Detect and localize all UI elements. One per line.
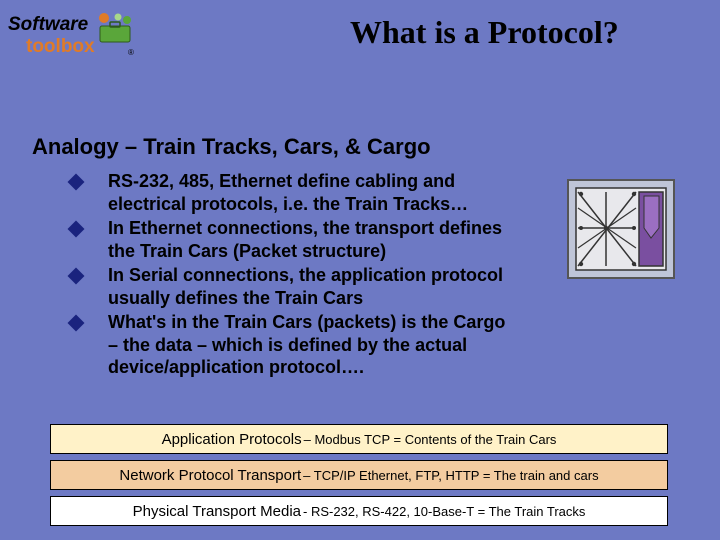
registered-mark: ® bbox=[128, 48, 134, 57]
bullet-diamond-icon bbox=[68, 268, 85, 285]
toolbox-icon bbox=[96, 12, 134, 46]
bullet-list: RS-232, 485, Ethernet define cabling and… bbox=[70, 170, 510, 381]
network-clipart-icon bbox=[566, 178, 676, 280]
layer-network: Network Protocol Transport – TCP/IP Ethe… bbox=[50, 460, 668, 490]
brand-logo: Software toolbox ® bbox=[8, 8, 178, 62]
list-item: In Ethernet connections, the transport d… bbox=[70, 217, 510, 262]
list-item: What's in the Train Cars (packets) is th… bbox=[70, 311, 510, 379]
layer-app-prefix: Application Protocols bbox=[162, 431, 302, 448]
list-item: In Serial connections, the application p… bbox=[70, 264, 510, 309]
logo-text-toolbox: toolbox bbox=[26, 36, 95, 58]
layer-phy-suffix: - RS-232, RS-422, 10-Base-T = The Train … bbox=[303, 504, 585, 519]
bullet-diamond-icon bbox=[68, 221, 85, 238]
bullet-text: What's in the Train Cars (packets) is th… bbox=[108, 311, 510, 379]
page-title: What is a Protocol? bbox=[350, 14, 619, 51]
layer-net-prefix: Network Protocol Transport bbox=[119, 467, 301, 484]
layer-application: Application Protocols – Modbus TCP = Con… bbox=[50, 424, 668, 454]
layer-phy-prefix: Physical Transport Media bbox=[133, 503, 301, 520]
bullet-diamond-icon bbox=[68, 315, 85, 332]
list-item: RS-232, 485, Ethernet define cabling and… bbox=[70, 170, 510, 215]
layer-physical: Physical Transport Media - RS-232, RS-42… bbox=[50, 496, 668, 526]
layer-net-suffix: – TCP/IP Ethernet, FTP, HTTP = The train… bbox=[303, 468, 598, 483]
logo-text-software: Software bbox=[8, 14, 88, 36]
layer-app-suffix: – Modbus TCP = Contents of the Train Car… bbox=[304, 432, 557, 447]
subtitle: Analogy – Train Tracks, Cars, & Cargo bbox=[32, 134, 431, 160]
bullet-text: In Ethernet connections, the transport d… bbox=[108, 217, 510, 262]
bullet-text: RS-232, 485, Ethernet define cabling and… bbox=[108, 170, 510, 215]
bullet-diamond-icon bbox=[68, 174, 85, 191]
bullet-text: In Serial connections, the application p… bbox=[108, 264, 510, 309]
